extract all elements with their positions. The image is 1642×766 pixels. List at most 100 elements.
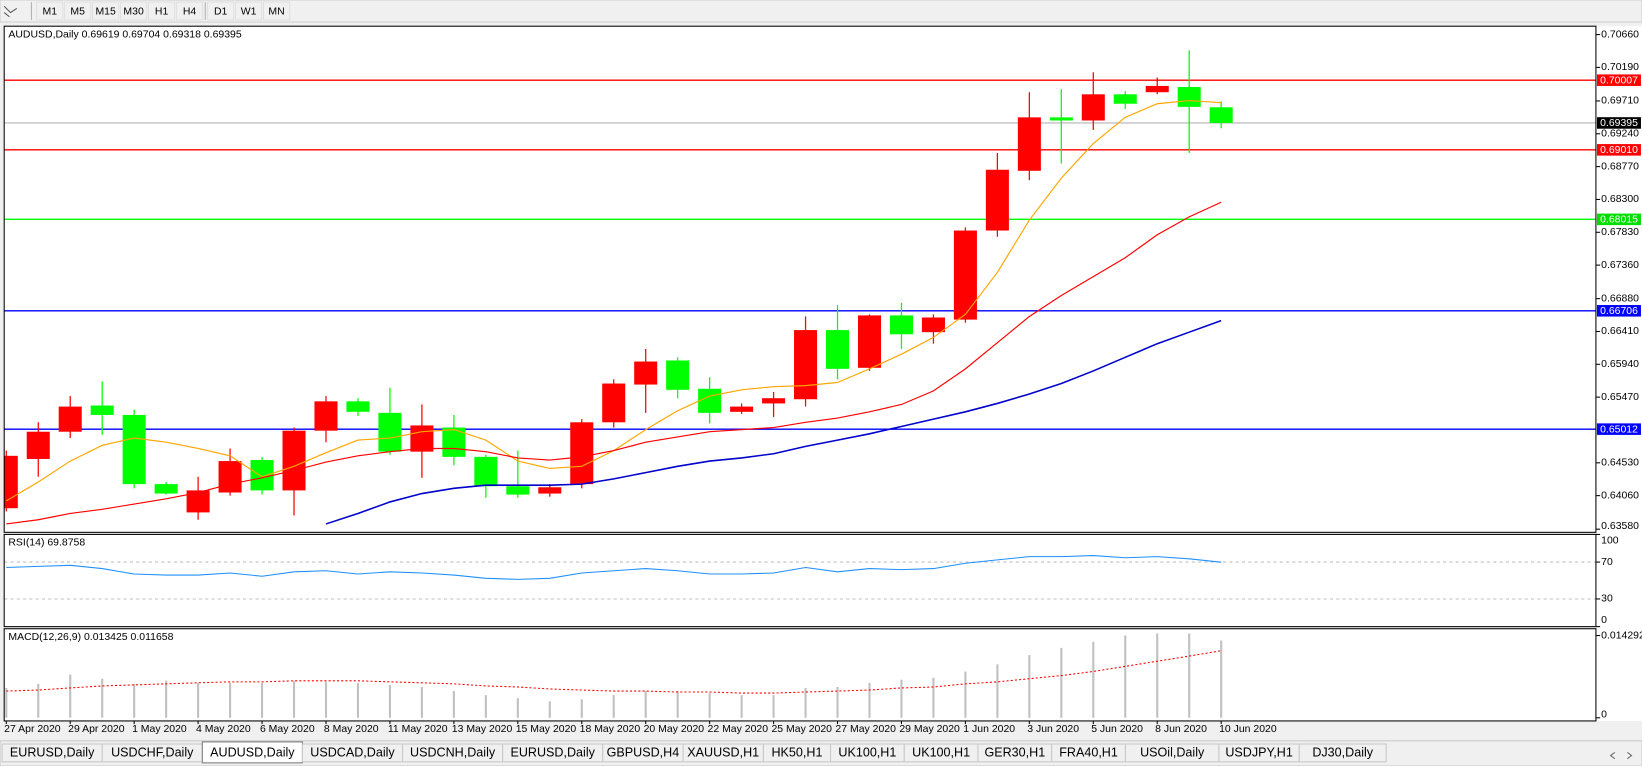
y-tick-label: 100 — [1601, 535, 1619, 546]
candle-body — [698, 388, 722, 413]
timeframe-button-frame[interactable] — [92, 1, 120, 21]
chart-tab-label[interactable]: EURUSD,Daily — [10, 746, 95, 760]
chart-tab-label[interactable]: UK100,H1 — [912, 746, 970, 760]
panel-background — [4, 26, 1596, 533]
timeframe-label[interactable]: W1 — [241, 6, 257, 17]
chart-tab-label[interactable]: GER30,H1 — [984, 746, 1045, 760]
timeframe-button-frame[interactable] — [175, 1, 204, 21]
chart-tab-label[interactable]: XAUUSD,H1 — [687, 746, 759, 760]
chart-tab-label[interactable]: USDCNH,Daily — [410, 746, 496, 760]
timeframe-label[interactable]: M1 — [42, 6, 57, 17]
x-tick-label: 29 May 2020 — [899, 724, 960, 735]
candle-body — [90, 405, 114, 415]
candle-body — [474, 456, 498, 487]
timeframe-label[interactable]: H4 — [183, 6, 197, 17]
chart-tab[interactable]: USDCNH,Daily — [402, 743, 504, 763]
candle-body — [186, 490, 210, 513]
timeframe-button-frame[interactable] — [234, 1, 263, 21]
x-tick-label: 6 May 2020 — [260, 724, 315, 735]
chart-tab[interactable]: DJ30,Daily — [1298, 743, 1387, 763]
chart-tab-label[interactable]: USDCHF,Daily — [111, 746, 194, 760]
x-tick-label: 11 May 2020 — [388, 724, 448, 735]
panel-background — [4, 534, 1596, 627]
x-tick-label: 18 May 2020 — [580, 724, 641, 735]
chart-tab[interactable]: HK50,H1 — [762, 743, 832, 763]
y-tick-label: 0.67830 — [1601, 227, 1639, 238]
candle-body — [921, 317, 945, 333]
chart-tab[interactable]: EURUSD,Daily — [1, 743, 103, 763]
x-tick-label: 25 May 2020 — [771, 724, 832, 735]
candle-body — [857, 315, 882, 368]
chart-tab-label[interactable]: HK50,H1 — [771, 746, 822, 760]
chart-tab[interactable]: XAUUSD,H1 — [682, 743, 764, 763]
timeframe-button[interactable]: M30 — [120, 1, 148, 21]
chart-tab-label[interactable]: USDCAD,Daily — [310, 746, 395, 760]
chart-tab-label[interactable]: FRA40,H1 — [1059, 746, 1118, 760]
price-level-label-box — [1596, 305, 1641, 317]
tab-scroll-left[interactable] — [1609, 751, 1616, 760]
timeframe-label[interactable]: D1 — [214, 6, 228, 17]
chart-tab[interactable]: GER30,H1 — [977, 743, 1053, 763]
chart-tab[interactable]: AUDUSD,Daily — [201, 741, 303, 764]
tab-scroll-right[interactable] — [1627, 751, 1633, 760]
chart-tab-label[interactable]: USDJPY,H1 — [1225, 746, 1292, 760]
timeframe-button-frame[interactable] — [36, 1, 64, 21]
chart-tab[interactable]: UK100,H1 — [830, 743, 905, 763]
chart-tab[interactable]: USDJPY,H1 — [1218, 743, 1300, 763]
price-axis-strip — [1595, 26, 1642, 721]
candle-body — [282, 430, 306, 491]
chart-tab-label[interactable]: GBPUSD,H4 — [607, 746, 680, 760]
chart-tab[interactable]: FRA40,H1 — [1051, 743, 1126, 763]
x-tick-label: 3 Jun 2020 — [1027, 724, 1079, 735]
chart-tab[interactable]: USOil,Daily — [1124, 743, 1220, 763]
timeframe-button[interactable]: D1 — [207, 1, 235, 21]
candle-body — [506, 486, 530, 495]
timeframe-button[interactable]: W1 — [234, 1, 263, 21]
candle-body — [250, 460, 274, 491]
chart-tab[interactable]: USDCHF,Daily — [101, 743, 203, 763]
timeframe-button-frame[interactable] — [64, 1, 92, 21]
timeframe-button-frame[interactable] — [262, 1, 291, 21]
chart-tab[interactable]: UK100,H1 — [903, 743, 979, 763]
timeframe-label[interactable]: M5 — [70, 6, 85, 17]
timeframe-label[interactable]: MN — [268, 6, 284, 17]
timeframe-label[interactable]: M15 — [95, 6, 116, 17]
chart-tab-label[interactable]: UK100,H1 — [838, 746, 896, 760]
x-tick-label: 10 Jun 2020 — [1219, 724, 1277, 735]
candle-body — [1081, 94, 1105, 121]
chart-tab-label[interactable]: USOil,Daily — [1140, 746, 1205, 760]
timeframe-label[interactable]: M30 — [123, 6, 144, 17]
price-level-label: 0.70007 — [1600, 75, 1638, 86]
candle-body — [634, 361, 658, 385]
timeframe-button-frame[interactable] — [147, 1, 176, 21]
candle-body — [762, 398, 786, 404]
y-tick-label: 0.67360 — [1601, 260, 1639, 271]
chart-tab-label[interactable]: AUDUSD,Daily — [210, 746, 295, 760]
price-level-label-box — [1596, 144, 1641, 156]
timeframe-button[interactable]: H1 — [147, 1, 176, 21]
chart-tab-label[interactable]: EURUSD,Daily — [510, 746, 595, 760]
timeframe-label[interactable]: H1 — [155, 6, 169, 17]
timeframe-button[interactable]: MN — [262, 1, 291, 21]
timeframe-button[interactable]: M15 — [92, 1, 120, 21]
candle-body — [889, 315, 913, 335]
chart-tab-label[interactable]: DJ30,Daily — [1312, 746, 1373, 760]
panel-plot — [5, 633, 1223, 718]
y-tick-label: 0.70660 — [1601, 29, 1639, 40]
timeframe-button[interactable]: H4 — [175, 1, 204, 21]
timeframe-button[interactable]: M5 — [64, 1, 92, 21]
y-tick-label: 0.68300 — [1601, 194, 1639, 205]
y-tick-label: 0.014292 — [1601, 630, 1642, 641]
timeframe-button[interactable]: M1 — [36, 1, 64, 21]
x-tick-label: 5 Jun 2020 — [1091, 724, 1143, 735]
candle-body — [1145, 85, 1169, 93]
chart-tab[interactable]: EURUSD,Daily — [502, 743, 604, 763]
chart-tab-frame[interactable] — [1298, 743, 1387, 763]
timeframe-button-frame[interactable] — [120, 1, 148, 21]
y-tick-label: 0 — [1601, 615, 1607, 626]
chart-tab[interactable]: GBPUSD,H4 — [602, 743, 684, 763]
candle-body — [602, 383, 626, 423]
chart-tab[interactable]: USDCAD,Daily — [301, 743, 404, 763]
timeframe-button-frame[interactable] — [207, 1, 235, 21]
